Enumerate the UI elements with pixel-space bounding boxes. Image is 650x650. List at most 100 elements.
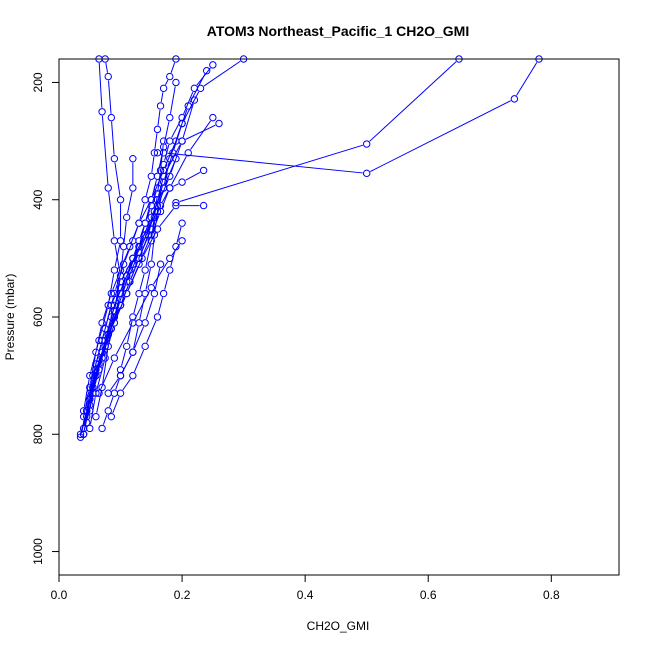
data-point — [98, 108, 106, 116]
series-line-segment — [145, 268, 151, 290]
series-line-segment — [157, 180, 164, 196]
data-point — [178, 219, 186, 227]
data-point — [86, 371, 94, 380]
data-point — [98, 319, 106, 327]
data-point — [104, 389, 112, 397]
series-line-segment — [130, 250, 139, 267]
series-line-segment — [124, 244, 132, 261]
series-line-segment — [182, 103, 194, 138]
series-line-segment — [83, 391, 90, 413]
data-point — [150, 289, 159, 298]
series-line-segment — [151, 221, 155, 237]
data-point — [119, 242, 128, 251]
series-line-segment — [114, 244, 121, 273]
series-line-segment — [102, 332, 111, 355]
series-line-segment — [170, 62, 176, 73]
series-line-segment — [145, 244, 151, 267]
series-line-segment — [127, 255, 138, 279]
data-point — [209, 61, 217, 69]
data-point — [110, 354, 119, 362]
series-line-segment — [154, 215, 158, 232]
data-point — [209, 113, 217, 122]
series-line-segment — [109, 396, 114, 408]
data-point — [166, 72, 174, 81]
data-point — [98, 424, 106, 433]
series-line-segment — [165, 79, 169, 86]
series-line-segment — [102, 414, 108, 425]
data-point — [178, 137, 186, 145]
data-point — [92, 412, 100, 421]
x-tick-label: 0.6 — [420, 588, 437, 602]
data-point — [135, 248, 143, 257]
data-point — [202, 67, 211, 75]
y-tick-label: 200 — [31, 72, 45, 92]
series-layer — [76, 55, 543, 441]
data-point — [156, 102, 165, 110]
series-line-segment — [108, 191, 115, 237]
data-point — [110, 266, 119, 274]
data-point — [95, 389, 103, 397]
series-12 — [95, 237, 186, 397]
series-line-segment — [93, 355, 102, 384]
data-point — [156, 260, 165, 268]
series-line-segment — [127, 320, 133, 343]
data-point — [135, 254, 143, 263]
data-point — [79, 407, 88, 415]
series-line-segment — [102, 350, 109, 384]
series-line-segment — [146, 320, 157, 343]
data-point — [135, 260, 143, 268]
data-point — [362, 169, 371, 178]
series-line-segment — [139, 226, 145, 243]
data-point — [107, 301, 116, 309]
series-line-segment — [133, 244, 139, 255]
series-line-segment — [140, 203, 150, 220]
series-line-segment — [112, 273, 120, 291]
series-line-segment — [170, 127, 182, 156]
series-20 — [89, 119, 223, 392]
series-line-segment — [145, 180, 151, 196]
data-point — [122, 289, 131, 298]
data-point — [116, 196, 125, 204]
data-point — [153, 125, 162, 134]
series-line-segment — [121, 350, 127, 367]
data-point — [510, 95, 519, 103]
series-line-segment — [145, 297, 154, 320]
y-tick-label: 600 — [31, 307, 45, 327]
data-point — [156, 166, 165, 175]
data-point — [199, 166, 208, 175]
data-point — [98, 354, 106, 362]
data-point — [92, 366, 100, 374]
series-line-segment — [98, 62, 103, 108]
series-line-segment — [101, 115, 109, 185]
data-point — [147, 219, 156, 227]
data-point — [159, 149, 168, 157]
data-point — [107, 412, 116, 421]
series-line-segment — [87, 391, 93, 413]
series-line-segment — [99, 309, 108, 337]
series-line-segment — [90, 344, 99, 372]
series-line-segment — [189, 74, 206, 103]
data-point — [147, 213, 156, 222]
x-tick-label: 0.4 — [297, 588, 314, 602]
data-point — [135, 289, 143, 298]
y-axis: 200 400 600 800 1000 — [31, 72, 60, 565]
data-point — [159, 289, 168, 298]
series-line-segment — [203, 60, 241, 87]
data-point — [122, 213, 131, 222]
series-line-segment — [151, 238, 155, 261]
series-line-segment — [151, 180, 157, 196]
series-line-segment — [130, 226, 139, 244]
data-point — [178, 178, 186, 186]
data-point — [150, 149, 159, 157]
y-tick-label: 1000 — [31, 538, 45, 565]
series-line-segment — [105, 62, 109, 73]
series-line-segment — [108, 80, 112, 114]
series-line-segment — [96, 361, 105, 390]
series-line-segment — [100, 361, 114, 390]
data-point — [147, 231, 156, 239]
data-point — [129, 313, 137, 321]
data-point — [110, 313, 119, 321]
series-line-segment — [120, 250, 124, 273]
